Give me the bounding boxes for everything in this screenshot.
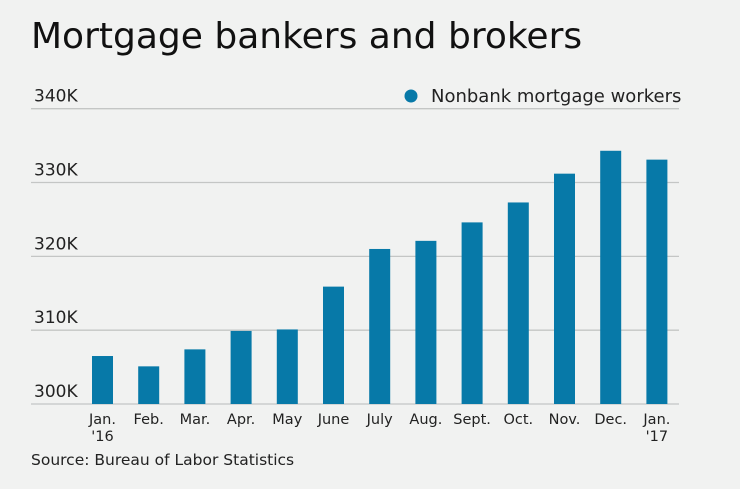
source-note: Source: Bureau of Labor Statistics [31, 451, 295, 469]
x-tick-label: '17 [646, 429, 668, 445]
x-tick-label: Oct. [503, 412, 533, 428]
bar [600, 150, 622, 404]
x-tick-label: July [366, 412, 393, 428]
legend-label: Nonbank mortgage workers [431, 86, 681, 107]
y-tick-label: 320K [34, 234, 78, 254]
bar [554, 173, 575, 404]
x-tick-label: Feb. [134, 412, 164, 428]
x-tick-label: '16 [91, 429, 113, 445]
bar [507, 202, 529, 404]
x-tick-label: May [272, 412, 302, 428]
bar [184, 349, 206, 404]
x-tick-label: Nov. [549, 412, 581, 428]
x-tick-label: Dec. [594, 412, 627, 428]
bar [461, 222, 483, 404]
bar [415, 240, 437, 404]
bar [276, 329, 298, 404]
x-tick-label: Jan. [642, 412, 670, 428]
x-tick-label: Mar. [180, 412, 211, 428]
chart-title: Mortgage bankers and brokers [31, 16, 583, 57]
y-tick-label: 300K [34, 382, 78, 402]
x-tick-label: Sept. [453, 412, 491, 428]
bar [230, 330, 252, 404]
x-tick-label: Jan. [88, 412, 116, 428]
x-tick-label: Apr. [227, 412, 255, 428]
bar [369, 248, 391, 404]
y-tick-label: 310K [34, 308, 78, 328]
bar [138, 366, 160, 404]
bar [646, 159, 668, 404]
legend-marker [404, 89, 418, 103]
y-tick-label: 330K [34, 161, 78, 181]
bar [92, 356, 113, 404]
x-tick-label: June [317, 412, 350, 428]
x-tick-label: Aug. [409, 412, 442, 428]
bar [323, 286, 344, 404]
y-tick-label: 340K [34, 87, 78, 107]
